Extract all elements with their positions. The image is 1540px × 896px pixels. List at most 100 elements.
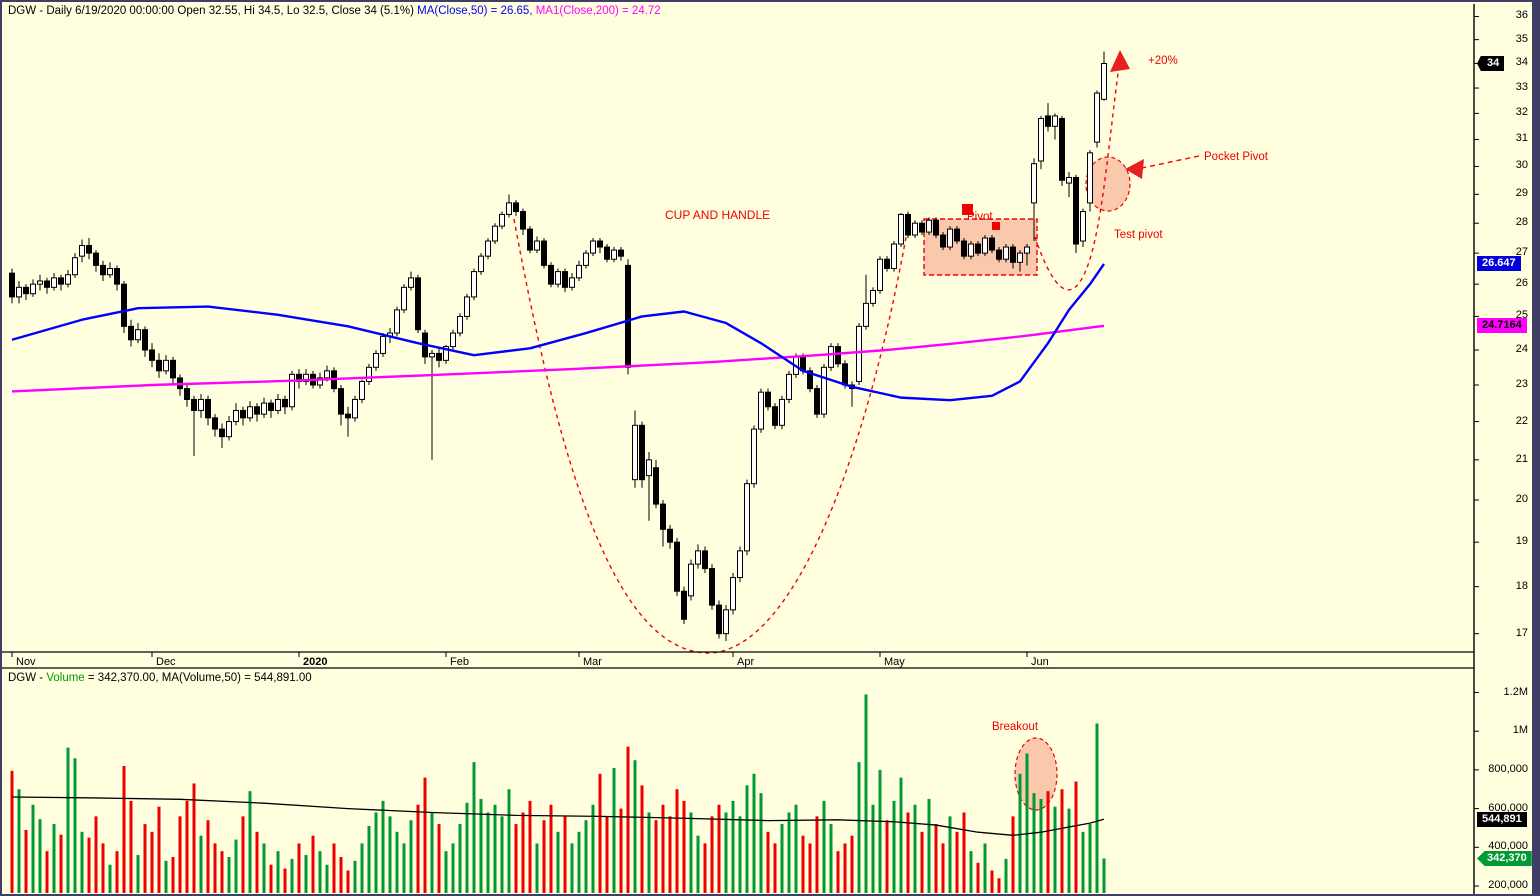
- candle-body: [786, 373, 792, 400]
- volume-bar: [640, 785, 644, 893]
- candle-body: [947, 228, 953, 248]
- volume-bar: [689, 812, 693, 893]
- volume-bar: [479, 798, 483, 893]
- candle-body: [1017, 252, 1023, 263]
- candle-body: [975, 243, 981, 254]
- volume-bar: [59, 834, 63, 893]
- volume-bar: [878, 769, 882, 893]
- candle-body: [289, 373, 295, 408]
- candle-body: [828, 346, 834, 368]
- candle-body: [569, 277, 575, 288]
- candle-body: [282, 398, 288, 408]
- candle-body: [233, 409, 239, 423]
- volume-bar: [38, 819, 42, 893]
- candle-body: [499, 213, 505, 227]
- candle-body: [219, 428, 225, 438]
- volume-bar: [388, 816, 392, 893]
- candle-body: [1101, 62, 1107, 100]
- volume-bar: [248, 791, 252, 893]
- candle-body: [184, 388, 190, 400]
- volume-bar: [213, 843, 217, 893]
- candle-body: [366, 366, 372, 382]
- candle-body: [128, 325, 134, 341]
- volume-bar: [815, 816, 819, 893]
- pocket-pivot-pointer-line: [1141, 155, 1200, 169]
- volume-bar: [549, 804, 553, 893]
- volume-bar: [668, 816, 672, 893]
- volume-bar: [318, 851, 322, 893]
- candle-body: [779, 398, 785, 426]
- volume-bar: [430, 812, 434, 893]
- volume-bar: [444, 851, 448, 893]
- candle-body: [814, 388, 820, 415]
- volume-bar: [101, 843, 105, 893]
- cup-outline-curve: [513, 218, 909, 654]
- candle-body: [835, 346, 841, 365]
- candle-body: [660, 503, 666, 530]
- candle-body: [583, 252, 589, 266]
- volume-bar: [402, 843, 406, 893]
- volume-bar: [1018, 773, 1022, 893]
- volume-bar: [682, 800, 686, 893]
- volume-bar: [80, 831, 84, 893]
- volume-bar: [353, 860, 357, 893]
- candle-body: [709, 568, 715, 606]
- volume-bar: [374, 812, 378, 893]
- ma200-line: [11, 324, 1105, 393]
- candle-body: [443, 346, 449, 361]
- candle-body: [856, 325, 862, 382]
- volume-bar: [1102, 858, 1106, 893]
- volume-bar: [969, 851, 973, 893]
- pivot-marker-square: [992, 222, 1000, 230]
- candle-body: [933, 219, 939, 236]
- candle-body: [737, 550, 743, 579]
- volume-bar: [717, 804, 721, 893]
- candle-body: [863, 302, 869, 327]
- volume-bar: [185, 800, 189, 893]
- volume-bar: [1046, 791, 1050, 893]
- volume-bar: [626, 746, 630, 893]
- candle-body: [114, 267, 120, 285]
- volume-bar: [1074, 781, 1078, 893]
- volume-bar: [73, 758, 77, 893]
- price-plot-region[interactable]: [4, 22, 1476, 654]
- volume-bar: [584, 820, 588, 893]
- volume-bar: [850, 835, 854, 893]
- candle-body: [30, 283, 36, 295]
- candle-body: [100, 264, 106, 276]
- candle-body: [1066, 176, 1072, 184]
- candle-body: [688, 563, 694, 597]
- candle-body: [632, 424, 638, 481]
- volume-bar: [899, 777, 903, 893]
- volume-bar: [962, 812, 966, 893]
- volume-bar: [752, 773, 756, 893]
- candle-body: [1024, 246, 1030, 254]
- candle-body: [254, 406, 260, 415]
- candle-body: [149, 349, 155, 361]
- volume-bar: [829, 824, 833, 893]
- candle-body: [156, 359, 162, 372]
- volume-bar: [836, 851, 840, 893]
- volume-bar: [906, 812, 910, 893]
- candle-body: [506, 202, 512, 215]
- candle-body: [905, 213, 911, 236]
- candle-body: [877, 258, 883, 292]
- candle-body: [611, 249, 617, 260]
- candle-body: [485, 240, 491, 257]
- volume-plot-region[interactable]: [4, 690, 1476, 894]
- volume-bar: [619, 808, 623, 893]
- volume-bar: [143, 824, 147, 893]
- candle-body: [261, 402, 267, 415]
- candle-body: [408, 277, 414, 288]
- volume-bar: [262, 843, 266, 893]
- volume-bar: [1081, 831, 1085, 893]
- candle-body: [520, 211, 526, 230]
- volume-bar: [1025, 753, 1029, 893]
- candle-body: [807, 370, 813, 390]
- volume-bar: [451, 843, 455, 893]
- volume-bar: [192, 783, 196, 893]
- candle-body: [681, 590, 687, 620]
- volume-bar: [423, 777, 427, 893]
